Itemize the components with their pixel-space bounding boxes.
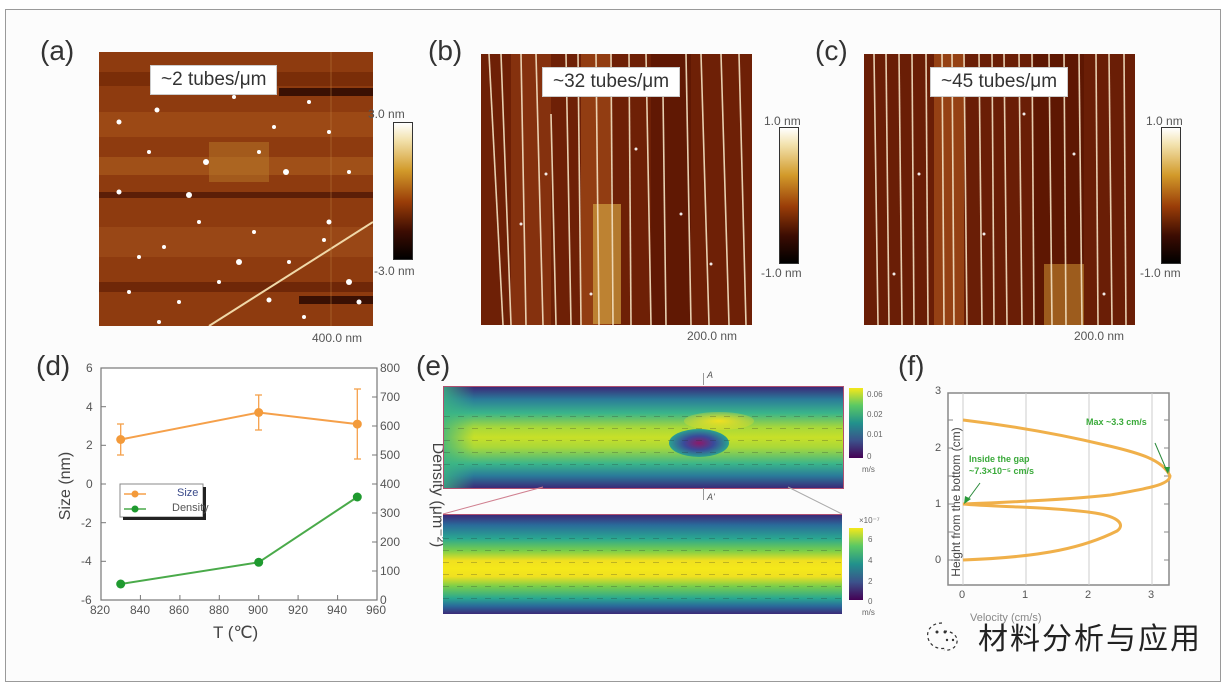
afm-image-c — [864, 54, 1135, 325]
flow-field-bottom — [443, 514, 842, 614]
chart-d-xlabel: T (℃) — [213, 623, 259, 642]
chart-f-ylabel: Height from the bottom (cm) — [949, 427, 963, 577]
wechat-logo-icon — [922, 615, 964, 657]
section-line-top — [703, 373, 704, 385]
colorbar-a — [393, 122, 413, 260]
colorbar-c-min: -1.0 nm — [1140, 266, 1181, 280]
scale-bar-b: 200.0 nm — [687, 329, 738, 343]
afm-image-b — [481, 54, 752, 325]
annotation-max: Max ~3.3 cm/s — [1086, 417, 1147, 427]
colorbar-e-top-unit: m/s — [862, 465, 875, 474]
legend-size-label: Size — [177, 487, 199, 499]
scale-bar-a: 400.0 nm — [312, 331, 363, 345]
panel-label-a: (a) — [40, 35, 75, 66]
colorbar-b-min: -1.0 nm — [761, 266, 802, 280]
chart-d: Size Density 6 4 2 0 -2 -4 -6 800 700 60… — [81, 361, 401, 617]
marker-a-bottom: A' — [707, 492, 715, 502]
annotation-gap-2: ~7.3×10⁻⁵ cm/s — [969, 466, 1035, 476]
colorbar-e-top-tick: 0.02 — [867, 410, 883, 419]
afm-image-a — [99, 52, 373, 326]
section-line-bottom — [703, 488, 704, 500]
colorbar-c — [1161, 127, 1181, 264]
colorbar-a-max: 3.0 nm — [368, 107, 405, 121]
colorbar-e-top-tick: 0 — [867, 452, 872, 461]
colorbar-b — [779, 127, 799, 264]
chart-d-ylabel-left: Size (nm) — [57, 451, 74, 521]
annotation-a: ~2 tubes/μm — [150, 65, 278, 95]
chart-f-xlabel: Velocity (cm/s) — [970, 612, 1042, 624]
colorbar-e-bottom-unit: m/s — [862, 608, 875, 617]
panel-label-c: (c) — [815, 35, 848, 66]
legend-density-label: Density — [172, 502, 209, 514]
annotation-b: ~32 tubes/μm — [542, 67, 681, 97]
colorbar-e-top-tick: 0.01 — [867, 430, 883, 439]
scale-bar-c: 200.0 nm — [1074, 329, 1125, 343]
colorbar-e-bottom-tick: 2 — [868, 577, 873, 586]
colorbar-a-min: -3.0 nm — [374, 264, 415, 278]
colorbar-e-top-tick: 0.06 — [867, 390, 883, 399]
annotation-gap-1: Inside the gap — [969, 454, 1030, 464]
watermark-text: 材料分析与应用 — [978, 622, 1202, 657]
colorbar-c-max: 1.0 nm — [1146, 114, 1183, 128]
chart-f: 3 2 1 0 0 1 2 3 Max ~3.3 cm/s Inside the… — [925, 385, 1205, 615]
colorbar-b-max: 1.0 nm — [764, 114, 801, 128]
colorbar-e-bottom — [849, 528, 863, 600]
marker-a-top: A — [707, 370, 714, 380]
colorbar-e-bottom-exponent: ×10⁻⁷ — [859, 516, 880, 525]
panel-label-b: (b) — [428, 35, 463, 66]
zoom-guide-lines — [443, 486, 843, 515]
colorbar-e-bottom-tick: 6 — [868, 535, 873, 544]
colorbar-e-bottom-tick: 0 — [868, 597, 873, 606]
annotation-c: ~45 tubes/μm — [930, 67, 1069, 97]
panel-label-e: (e) — [416, 350, 451, 381]
flow-field-top — [443, 386, 844, 489]
colorbar-e-top — [849, 388, 863, 458]
panel-label-f: (f) — [898, 350, 925, 381]
colorbar-e-bottom-tick: 4 — [868, 556, 873, 565]
panel-label-d: (d) — [36, 350, 71, 381]
